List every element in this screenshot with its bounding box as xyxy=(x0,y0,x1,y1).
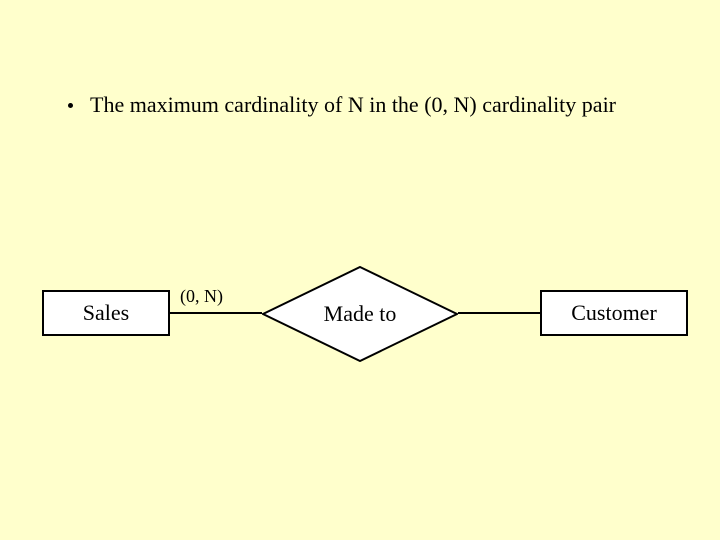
relationship-label: Made to xyxy=(324,301,397,327)
edge-right xyxy=(458,312,540,314)
bullet-text: The maximum cardinality of N in the (0, … xyxy=(90,90,650,120)
edge-left xyxy=(170,312,262,314)
entity-sales: Sales xyxy=(42,290,170,336)
slide-canvas: The maximum cardinality of N in the (0, … xyxy=(0,0,720,540)
cardinality-left: (0, N) xyxy=(180,286,223,307)
entity-sales-label: Sales xyxy=(83,300,129,326)
entity-customer: Customer xyxy=(540,290,688,336)
entity-customer-label: Customer xyxy=(571,300,657,326)
bullet-dot xyxy=(68,103,73,108)
relationship-diamond: Made to xyxy=(262,266,458,362)
